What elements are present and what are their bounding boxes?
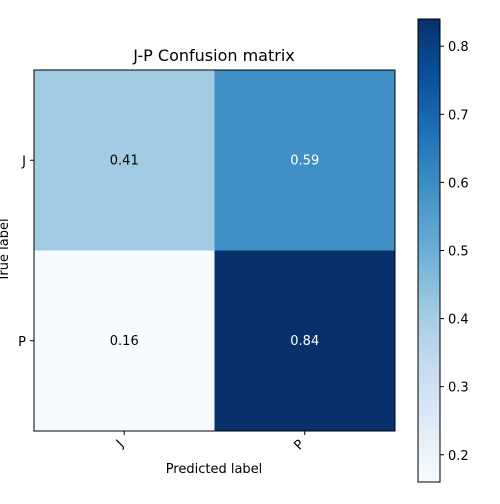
colorbar-tick-label: 0.2 xyxy=(448,449,469,464)
cell-value-label: 0.16 xyxy=(110,334,139,349)
colorbar-tick-label: 0.7 xyxy=(448,108,469,123)
x-tick-label-J: J xyxy=(113,437,127,451)
y-axis-label: True label xyxy=(0,218,12,282)
x-axis-label: Predicted label xyxy=(166,462,263,477)
colorbar-tick-label: 0.3 xyxy=(448,381,469,396)
y-tick-label-J: J xyxy=(21,154,26,169)
colorbar-tick-label: 0.5 xyxy=(448,245,469,260)
heatmap-cell-J-P xyxy=(214,70,396,251)
cell-value-label: 0.41 xyxy=(110,153,139,168)
colorbar-tick-label: 0.8 xyxy=(448,40,469,55)
cell-value-label: 0.59 xyxy=(290,153,319,168)
cell-value-label: 0.84 xyxy=(290,334,319,349)
colorbar-tick-label: 0.4 xyxy=(448,313,469,328)
chart-title: J-P Confusion matrix xyxy=(132,46,294,65)
heatmap-cells xyxy=(34,70,396,432)
x-tick-label-P: P xyxy=(291,437,307,453)
heatmap-cell-P-P xyxy=(214,250,396,432)
heatmap-cell-P-J xyxy=(34,250,215,432)
plot-frame xyxy=(33,69,396,432)
y-axis-ticks: JP xyxy=(18,154,34,350)
colorbar-tick-label: 0.6 xyxy=(448,176,469,191)
colorbar-ticks: 0.2 0.3 0.4 0.5 0.6 0.7 0.8 xyxy=(440,40,469,464)
colorbar xyxy=(417,18,441,483)
heatmap-cell-labels: 0.41 0.59 0.16 0.84 xyxy=(110,153,319,349)
y-tick-label-P: P xyxy=(18,335,26,350)
heatmap-cell-J-J xyxy=(34,70,215,251)
